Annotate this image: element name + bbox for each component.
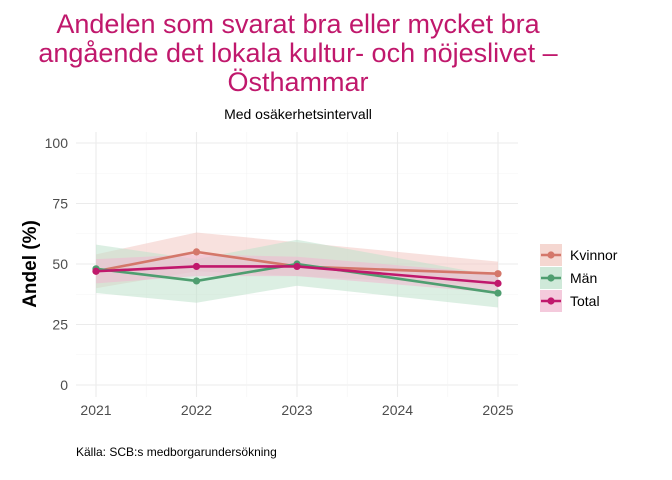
legend-item-total: Total	[540, 290, 600, 312]
point-män	[192, 277, 201, 285]
y-axis-title: Andel (%)	[20, 220, 41, 308]
line-total	[94, 265, 500, 285]
chart-caption: Källa: SCB:s medborgarundersökning	[76, 445, 277, 459]
chart-title-line-2: angående det lokala kultur- och nöjesliv…	[38, 38, 558, 68]
y-axis: 0 25 50 75 100	[45, 135, 69, 393]
point-kvinnor	[494, 270, 502, 278]
x-tick-label: 2025	[482, 402, 513, 418]
point-total	[494, 279, 502, 287]
y-tick-label: 100	[45, 135, 69, 151]
chart-subtitle: Med osäkerhetsintervall	[224, 106, 372, 122]
legend-label: Total	[570, 293, 600, 309]
legend-key-point	[547, 251, 555, 259]
point-total	[293, 262, 301, 271]
y-tick-label: 0	[60, 377, 68, 393]
point-kvinnor	[192, 248, 201, 256]
legend: Kvinnor Män Total	[540, 244, 618, 312]
x-axis: 2021 2022 2023 2024 2025	[80, 402, 513, 418]
point-total	[192, 262, 201, 271]
point-total	[92, 267, 100, 275]
line-kvinnor	[94, 250, 500, 275]
point-män	[494, 289, 502, 297]
y-tick-label: 25	[52, 317, 68, 333]
legend-label: Män	[570, 270, 597, 286]
chart-title: Andelen som svarat bra eller mycket bra …	[0, 10, 596, 97]
y-tick-label: 50	[52, 256, 68, 272]
legend-item-män: Män	[540, 267, 597, 289]
chart-title-line-3: Östhammar	[227, 67, 369, 97]
x-tick-label: 2021	[80, 402, 111, 418]
x-tick-label: 2024	[382, 402, 413, 418]
legend-key-point	[547, 297, 555, 305]
legend-key-point	[547, 274, 555, 282]
legend-item-kvinnor: Kvinnor	[540, 244, 618, 266]
chart-title-line-1: Andelen som svarat bra eller mycket bra	[56, 9, 540, 39]
x-tick-label: 2023	[281, 402, 312, 418]
legend-label: Kvinnor	[570, 247, 618, 263]
y-tick-label: 75	[52, 196, 68, 212]
series-total	[92, 262, 502, 287]
line-män	[94, 262, 500, 295]
x-tick-label: 2022	[181, 402, 212, 418]
